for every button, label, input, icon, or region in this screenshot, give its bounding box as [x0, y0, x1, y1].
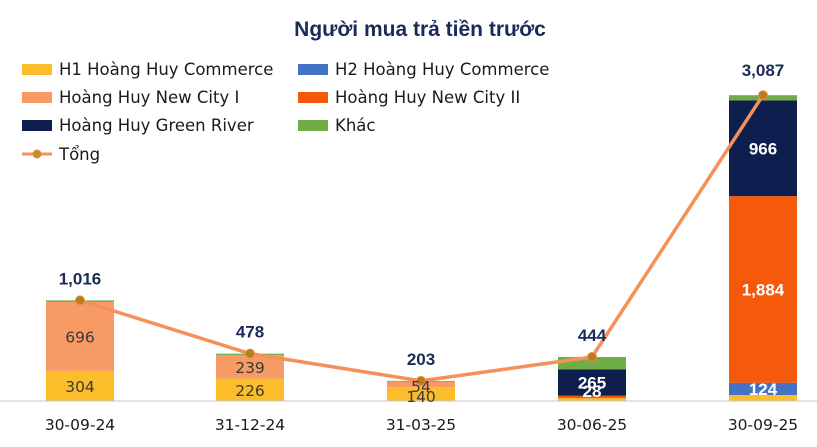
- legend-label-hoang-huy-green-river: Hoàng Huy Green River: [59, 116, 254, 135]
- segment-label-hoang-huy-new-city-ii-30-09-25: 1,884: [742, 280, 785, 299]
- total-label-30-09-24: 1,016: [59, 269, 102, 288]
- bar-h2-hoang-huy-commerce-30-09-25: [729, 382, 797, 396]
- legend-swatch-hoang-huy-new-city-i: [22, 92, 52, 103]
- legend-swatch-hoang-huy-new-city-ii: [298, 92, 328, 103]
- segment-label-hoang-huy-new-city-i-30-09-24: 696: [65, 328, 95, 346]
- total-label-30-09-25: 3,087: [742, 61, 785, 80]
- segment-label-hoang-huy-green-river-30-06-25: 265: [578, 374, 606, 393]
- bar-series-group: [46, 95, 797, 401]
- total-line: [79, 94, 765, 383]
- legend-label-khac: Khác: [335, 116, 375, 135]
- bar-h1-hoang-huy-commerce-30-06-25: [558, 398, 626, 401]
- x-tick-label-30-06-25: 30-06-25: [557, 416, 627, 434]
- bar-hoang-huy-green-river-30-09-25: [729, 100, 797, 197]
- legend-swatch-h1-hoang-huy-commerce: [22, 64, 52, 75]
- total-point-30-09-25: [758, 90, 768, 101]
- legend-swatch-h2-hoang-huy-commerce: [298, 64, 328, 75]
- total-point-31-12-24: [245, 348, 255, 359]
- bar-h1-hoang-huy-commerce-31-12-24: [216, 378, 284, 401]
- chart-title: Người mua trả tiền trước: [294, 18, 546, 41]
- bar-hoang-huy-green-river-30-06-25: [558, 369, 626, 396]
- total-labels: 1,016 478 203 444 3,087: [59, 61, 785, 369]
- x-tick-label-31-12-24: 31-12-24: [215, 416, 285, 434]
- total-point-30-06-25: [587, 352, 597, 363]
- legend-swatch-khac: [298, 120, 328, 131]
- segment-label-hoang-huy-new-city-i-31-03-25: 54: [411, 378, 431, 396]
- legend-label-h2-hoang-huy-commerce: H2 Hoàng Huy Commerce: [335, 60, 549, 79]
- total-label-31-03-25: 203: [407, 350, 435, 369]
- segment-label-h1-hoang-huy-commerce-31-12-24: 226: [235, 382, 265, 400]
- legend-label-hoang-huy-new-city-ii: Hoàng Huy New City II: [335, 88, 520, 107]
- legend-swatch-hoang-huy-green-river: [22, 120, 52, 131]
- legend-label-total: Tổng: [58, 145, 100, 164]
- bar-hoang-huy-new-city-ii-30-06-25: [558, 395, 626, 399]
- chart-legend: H1 Hoàng Huy Commerce H2 Hoàng Huy Commer…: [22, 60, 549, 164]
- bar-h1-hoang-huy-commerce-31-03-25: [387, 387, 455, 401]
- total-point-31-03-25: [416, 375, 426, 386]
- segment-label-hoang-huy-green-river-30-09-25: 966: [749, 139, 777, 158]
- segment-label-h2-hoang-huy-commerce-30-09-25: 124: [749, 380, 778, 399]
- legend-label-h1-hoang-huy-commerce: H1 Hoàng Huy Commerce: [59, 60, 273, 79]
- x-tick-label-31-03-25: 31-03-25: [386, 416, 456, 434]
- total-point-30-09-24: [75, 295, 85, 306]
- bar-h1-hoang-huy-commerce-30-09-24: [46, 370, 114, 401]
- segment-label-h1-hoang-huy-commerce-31-03-25: 140: [406, 388, 436, 406]
- legend-label-hoang-huy-new-city-i: Hoàng Huy New City I: [59, 88, 239, 107]
- total-label-31-12-24: 478: [236, 323, 264, 342]
- bar-hoang-huy-new-city-ii-30-09-25: [729, 196, 797, 383]
- segment-label-hoang-huy-new-city-i-31-12-24: 239: [235, 359, 265, 377]
- x-axis-ticks: 30-09-24 31-12-24 31-03-25 30-06-25 30-09-25: [45, 416, 798, 434]
- x-tick-label-30-09-25: 30-09-25: [728, 416, 798, 434]
- x-tick-label-30-09-24: 30-09-24: [45, 416, 115, 434]
- bar-h1-hoang-huy-commerce-30-09-25: [729, 395, 797, 401]
- total-label-30-06-25: 444: [578, 326, 607, 345]
- legend-marker-total: [32, 149, 42, 159]
- segment-label-h1-hoang-huy-commerce-30-06-25: 28: [583, 382, 602, 401]
- segment-label-h1-hoang-huy-commerce-30-09-24: 304: [65, 378, 95, 396]
- bar-hoang-huy-new-city-i-30-09-24: [46, 301, 114, 371]
- total-line-series: [75, 90, 768, 386]
- bar-hoang-huy-new-city-i-31-12-24: [216, 354, 284, 379]
